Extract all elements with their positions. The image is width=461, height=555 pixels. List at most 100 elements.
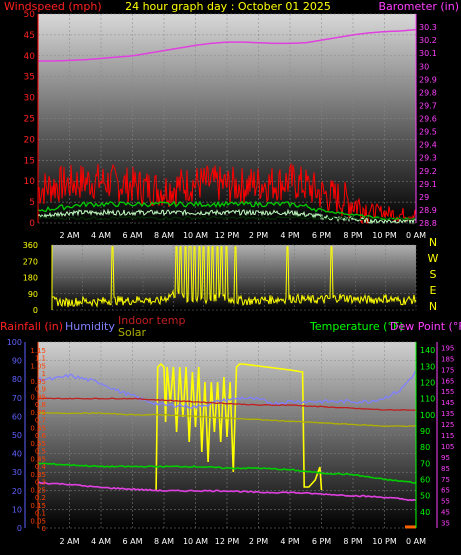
humidity-tick-label: 40 (12, 450, 22, 459)
dewpoint-tick-label: 195 (441, 344, 454, 352)
time-tick-label: 2 PM (249, 231, 268, 240)
windspeed-tick-label: 35 (24, 73, 35, 83)
time-tick-label: 0 AM (406, 231, 426, 240)
windspeed-tick-label: 5 (29, 198, 35, 208)
windspeed-tick-label: 20 (24, 135, 36, 145)
humidity-tick-label: 90 (12, 357, 22, 366)
panel-1-series (37, 28, 417, 225)
barometer-tick-label: 29.3 (419, 154, 437, 163)
time-tick-label: 10 AM (183, 537, 208, 546)
humidity-tick-label: 100 (7, 338, 22, 347)
time-tick-label: 10 AM (183, 231, 208, 240)
windspeed-tick-label: 50 (24, 10, 36, 20)
rainfall-tick-label: 0.1 (35, 510, 46, 518)
rainfall-tick-label: 0.7 (35, 417, 46, 425)
rainfall-tick-label: 0.6 (35, 432, 47, 440)
dewpoint-tick-label: 95 (441, 454, 450, 462)
windspeed-tick-label: 45 (24, 31, 35, 41)
temperature-tick-label: 60 (420, 475, 430, 484)
temperature-axis-label: Temperature (°F) (309, 320, 404, 333)
chart-title: 24 hour graph day : October 01 2025 (125, 0, 331, 13)
time-tick-label: 0 AM (406, 537, 426, 546)
dewpoint-tick-label: 105 (441, 443, 454, 451)
dewpoint-tick-label: 145 (441, 399, 454, 407)
solar-label: Solar (118, 326, 147, 339)
barometer-tick-label: 28.9 (419, 206, 437, 215)
wind-direction-line (52, 246, 417, 309)
time-tick-label: 2 AM (59, 231, 79, 240)
time-tick-label: 2 PM (249, 537, 268, 546)
humidity-tick-label: 0 (17, 524, 22, 533)
barometer-tick-label: 30.2 (419, 36, 437, 45)
windspeed-tick-label: 30 (24, 94, 36, 104)
humidity-line (37, 370, 417, 410)
dewpoint-tick-label: 155 (441, 388, 454, 396)
rainfall-tick-label: 0.4 (35, 463, 47, 471)
humidity-tick-label: 30 (12, 468, 22, 477)
compass-label: N (429, 236, 437, 249)
time-tick-label: 12 PM (215, 231, 240, 240)
compass-label: W (428, 252, 439, 265)
windspeed-tick-label: 25 (24, 115, 35, 125)
humidity-tick-label: 50 (12, 431, 22, 440)
time-tick-label: 10 PM (372, 231, 397, 240)
dewpoint-tick-label: 85 (441, 465, 450, 473)
dewpoint-tick-label: 45 (441, 509, 450, 517)
time-tick-label: 10 PM (372, 537, 397, 546)
barometer-line (38, 28, 417, 62)
time-tick-label: 6 AM (122, 537, 142, 546)
humidity-tick-label: 10 (12, 505, 22, 514)
compass-label: S (430, 268, 437, 281)
barometer-tick-label: 30 (419, 62, 429, 71)
barometer-tick-label: 29.9 (419, 75, 437, 84)
windspeed-tick-label: 0 (29, 219, 35, 229)
wind-barometer-panel: 0 5 10 15 20 25 30 35 40 45 50 28.8 28.9 29 29.1 29.2 29… (4, 0, 459, 240)
time-tick-label: 2 AM (59, 537, 79, 546)
rainfall-tick-label: 0.9 (35, 386, 46, 394)
rainfall-tick-label: 0.5 (35, 448, 46, 456)
rainfall-tick-label: 0.2 (35, 494, 46, 502)
time-tick-label: 4 AM (91, 231, 111, 240)
rainfall-tick-label: 1 (42, 370, 46, 378)
humidity-tick-label: 80 (12, 375, 22, 384)
dewpoint-tick-label: 175 (441, 366, 454, 374)
time-tick-label: 12 PM (215, 537, 240, 546)
direction-tick-label: 270 (23, 257, 38, 266)
temperature-tick-label: 80 (420, 443, 430, 452)
barometer-tick-label: 29.1 (419, 180, 437, 189)
direction-tick-label: 0 (33, 306, 38, 315)
solar-trace-line (155, 362, 323, 491)
panel-1-ticks: 0 5 10 15 20 25 30 35 40 45 50 28.8 28.9 29 29.1 29.2 29… (24, 10, 437, 240)
indoor-temp-label: Indoor temp (118, 314, 185, 327)
barometer-tick-label: 29.5 (419, 128, 437, 137)
windspeed-tick-label: 10 (24, 177, 36, 187)
time-tick-label: 4 PM (280, 537, 299, 546)
rainfall-tick-label: 0.3 (35, 479, 46, 487)
humidity-axis-label: Humidity (65, 320, 115, 333)
dewpoint-tick-label: 55 (441, 498, 450, 506)
rainfall-tick-label: 1.1 (35, 355, 46, 363)
indoor-temp-line (37, 397, 417, 411)
dewpoint-line (37, 481, 417, 502)
dewpoint-tick-label: 75 (441, 476, 450, 484)
barometer-tick-label: 30.3 (419, 23, 437, 32)
solar-line (37, 412, 416, 428)
time-tick-label: 6 PM (312, 231, 331, 240)
temperature-tick-label: 50 (420, 492, 430, 501)
temperature-line (37, 462, 417, 484)
dewpoint-tick-label: 135 (441, 410, 454, 418)
dewpoint-tick-label: 115 (441, 432, 454, 440)
temperature-tick-label: 130 (420, 362, 435, 371)
temperature-tick-label: 40 (420, 508, 430, 517)
compass-label: N (429, 300, 437, 313)
time-tick-label: 4 AM (91, 537, 111, 546)
direction-tick-label: 180 (23, 274, 38, 283)
dewpoint-axis-label: Dew Point (°F) (390, 320, 461, 333)
temperature-tick-label: 70 (420, 459, 430, 468)
temperature-tick-label: 100 (420, 411, 435, 420)
rainfall-bar (404, 525, 416, 529)
barometer-tick-label: 29 (419, 193, 429, 202)
barometer-tick-label: 28.8 (419, 219, 437, 228)
rainfall-tick-label: 0 (42, 525, 46, 533)
